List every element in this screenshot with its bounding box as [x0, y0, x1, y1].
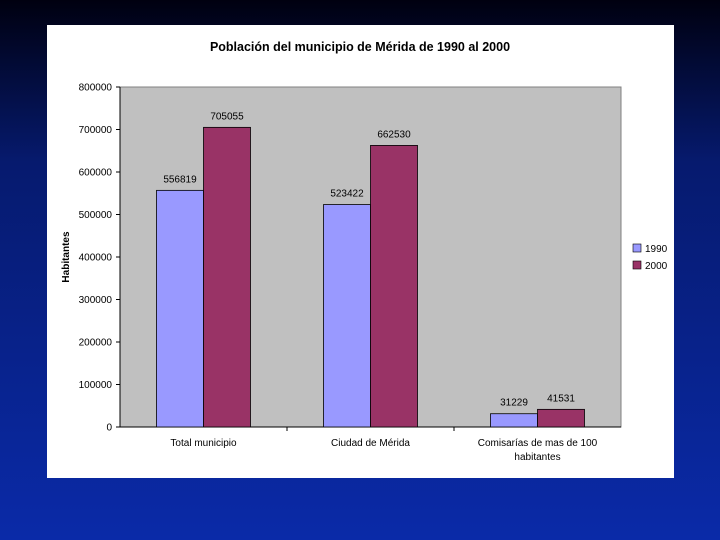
bar-2000-2 [537, 408, 585, 428]
y-tick-label: 400000 [79, 253, 113, 264]
category-label: Ciudad de Mérida [331, 438, 410, 449]
legend-entry: 2000 [645, 261, 668, 272]
data-label: 41531 [547, 393, 575, 404]
y-tick-label: 300000 [79, 295, 113, 306]
bar-1990-0 [156, 189, 204, 428]
bar-1990-1 [323, 204, 371, 428]
data-label: 523422 [330, 189, 364, 200]
y-tick-label: 600000 [79, 168, 113, 179]
category-label: Total municipio [170, 438, 237, 449]
chart-title: Población del municipio de Mérida de 199… [210, 40, 510, 54]
data-label: 31229 [500, 398, 528, 409]
legend: 1990 2000 [628, 239, 673, 277]
data-label: 705055 [210, 111, 244, 122]
y-tick-label: 700000 [79, 125, 113, 136]
y-axis-label: Habitantes [61, 231, 72, 283]
data-label: 662530 [377, 129, 411, 140]
category-label: habitantes [514, 452, 560, 463]
bar-2000-1 [370, 145, 418, 428]
y-tick-label: 0 [106, 423, 112, 434]
bars [156, 126, 585, 428]
legend-swatch [632, 243, 642, 253]
category-label: Comisarías de mas de 100 [478, 438, 598, 449]
y-tick-label: 800000 [79, 83, 113, 94]
y-tick-label: 200000 [79, 338, 113, 349]
legend-swatch [632, 260, 642, 270]
slide-panel: Población del municipio de Mérida de 199… [47, 25, 674, 478]
bar-2000-0 [203, 126, 251, 428]
legend-entry: 1990 [645, 244, 668, 255]
y-tick-label: 500000 [79, 210, 113, 221]
bar-1990-2 [490, 413, 538, 428]
x-axis-categories: Total municipio Ciudad de Mérida Comisaría… [170, 438, 597, 463]
data-label: 556819 [163, 174, 197, 185]
data-labels: 556819 705055 523422 662530 31229 41531 [163, 111, 575, 408]
y-tick-label: 100000 [79, 380, 113, 391]
bar-chart: Población del municipio de Mérida de 199… [61, 40, 673, 463]
